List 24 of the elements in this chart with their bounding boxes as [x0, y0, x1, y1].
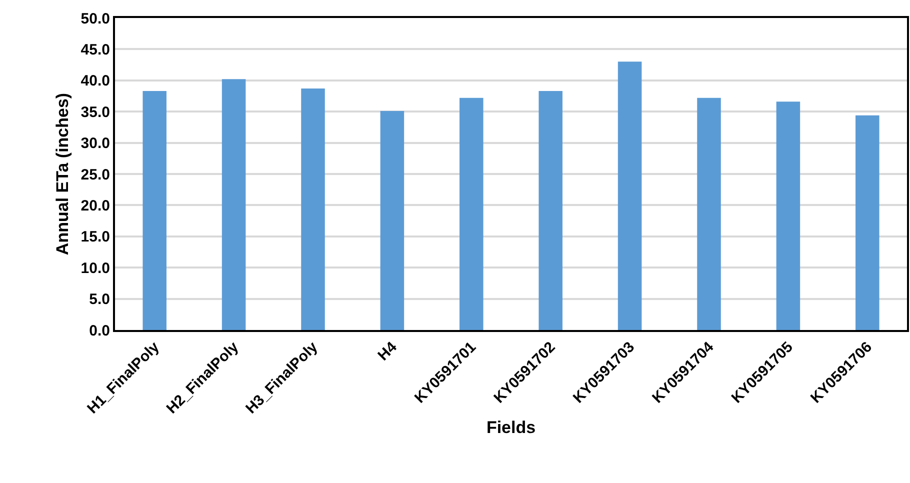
x-axis-title: Fields: [486, 418, 536, 438]
y-tick-label: 10.0: [80, 260, 110, 277]
bar: [380, 110, 404, 330]
bar: [538, 91, 562, 330]
bar: [618, 62, 642, 330]
y-axis-title: Annual ETa (inches): [52, 92, 72, 256]
x-tick-label: H4: [374, 338, 401, 364]
y-tick-label: 30.0: [80, 135, 110, 152]
bar: [460, 98, 484, 330]
bar: [856, 115, 880, 330]
y-tick-label: 35.0: [80, 104, 110, 121]
y-tick-label: 50.0: [80, 10, 110, 28]
y-tick-label: 20.0: [80, 197, 110, 214]
y-tick-label: 25.0: [80, 166, 110, 184]
y-tick-label: 40.0: [80, 72, 110, 90]
bar: [301, 88, 325, 330]
bar: [697, 98, 721, 330]
y-tick-label: 45.0: [80, 41, 110, 58]
bar: [776, 102, 800, 330]
bar: [142, 91, 166, 330]
bar: [222, 79, 246, 330]
y-tick-label: 15.0: [80, 228, 110, 246]
y-tick-label: 0.0: [89, 322, 110, 340]
y-tick-label: 5.0: [89, 291, 110, 308]
